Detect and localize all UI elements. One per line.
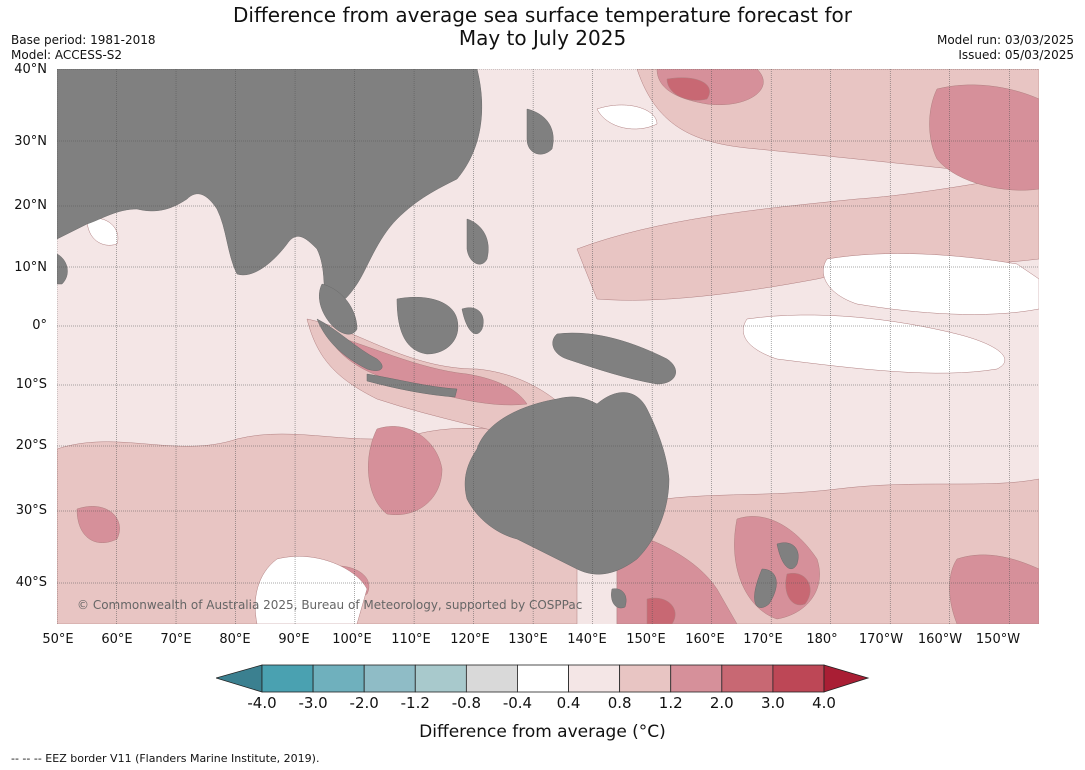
land-borneo [396,296,459,355]
model-text: Model: ACCESS-S2 [11,48,123,62]
land-sulawesi [461,307,484,334]
anomaly-region [949,554,1039,624]
meta-left: Base period: 1981-2018 Model: ACCESS-S2 [11,33,156,63]
land-masses [57,69,799,609]
colorbar-bin [568,664,621,693]
anomaly-region [666,77,710,101]
lon-label-140e: 140°E [567,632,607,647]
lon-label-90e: 90°E [278,632,310,647]
anomaly-region [929,84,1039,191]
lon-label-150w: 150°W [975,632,1021,647]
colorbar-bin [465,664,518,693]
colorbar-tick-label: 1.2 [658,694,683,712]
land-new-guinea [552,332,676,385]
colorbar-tick-label: -0.8 [451,694,481,712]
lon-label-130e: 130°E [508,632,548,647]
anomaly-contours [57,69,1039,624]
lat-label-30s: 30°S [15,503,47,518]
colorbar-bin [619,664,672,693]
anomaly-region [368,426,443,516]
lon-label-180: 180° [806,632,838,647]
land-arabia [57,253,68,285]
land-tasmania [611,588,627,609]
land-malay-peninsula [319,283,358,335]
lon-label-120e: 120°E [450,632,490,647]
colorbar-tick-label: 0.4 [556,694,581,712]
anomaly-region [646,597,676,624]
colorbar-bin [363,664,416,693]
anomaly-region [326,333,528,406]
colorbar-tick-label: -1.2 [400,694,430,712]
colorbar-tick-label: 4.0 [812,694,836,712]
footnote: -- -- -- EEZ border V11 (Flanders Marine… [11,752,320,765]
colorbar-under-arrow [216,664,263,693]
colorbar-tick-label: 2.0 [709,694,734,712]
colorbar-bin [772,664,825,693]
lat-label-0: 0° [32,318,47,333]
colorbar-bin [721,664,774,693]
lon-label-60e: 60°E [101,632,133,647]
lat-label-20n: 20°N [14,198,47,213]
lat-label-40s: 40°S [15,575,47,590]
lat-label-10n: 10°N [14,260,47,275]
land-asia [57,69,482,306]
chart-title-line2: May to July 2025 [458,26,627,50]
lon-label-150e: 150°E [626,632,666,647]
graticule [57,69,1039,624]
lon-label-170w: 170°W [858,632,904,647]
anomaly-region [743,314,1005,374]
lon-label-50e: 50°E [42,632,74,647]
anomaly-region [86,217,119,246]
meta-right: Model run: 03/03/2025 Issued: 05/03/2025 [937,33,1074,63]
lat-label-20s: 20°S [15,438,47,453]
chart-title-line1: Difference from average sea surface temp… [232,3,852,27]
anomaly-region [596,104,658,130]
anomaly-region [576,173,1039,301]
colorbar-tick-label: -3.0 [298,694,328,712]
colorbar-bin [517,664,569,693]
lon-label-170e: 170°E [743,632,783,647]
land-sumatra [316,318,383,371]
lat-label-30n: 30°N [14,134,47,149]
colorbar-bin [261,664,314,693]
land-philippines [466,218,489,265]
sst-anomaly-map: © Commonwealth of Australia 2025, Bureau… [57,69,1039,624]
colorbar [216,664,870,693]
anomaly-region [254,556,368,624]
colorbar-title: Difference from average (°C) [419,722,666,742]
colorbar-tick-label: 3.0 [760,694,785,712]
anomaly-region [616,478,1039,624]
copyright-notice: © Commonwealth of Australia 2025, Bureau… [77,598,582,612]
colorbar-bin [670,664,723,693]
colorbar-tick-label: 0.8 [607,694,632,712]
base-period-text: Base period: 1981-2018 [11,33,156,47]
colorbar-tick-label: -2.0 [349,694,379,712]
lon-label-110e: 110°E [391,632,431,647]
lon-label-160w: 160°W [917,632,963,647]
colorbar-tick-label: -0.4 [502,694,533,712]
anomaly-region [823,253,1039,315]
lon-label-100e: 100°E [332,632,372,647]
lon-label-160e: 160°E [685,632,725,647]
colorbar-bin [312,664,365,693]
lon-label-70e: 70°E [160,632,192,647]
land-japan [526,108,554,155]
colorbar-bin [414,664,467,693]
colorbar-tick-label: -4.0 [247,694,277,712]
anomaly-region [76,506,120,543]
land-new-zealand-north [776,542,799,569]
land-australia [464,392,670,575]
model-run-text: Model run: 03/03/2025 [936,33,1074,47]
lat-label-10s: 10°S [15,377,47,392]
issued-text: Issued: 05/03/2025 [958,48,1074,62]
anomaly-region [785,572,811,606]
lon-label-80e: 80°E [219,632,251,647]
land-java [366,373,458,398]
colorbar-bins [261,664,825,693]
lat-label-40n: 40°N [14,62,47,77]
colorbar-over-arrow [823,664,870,693]
